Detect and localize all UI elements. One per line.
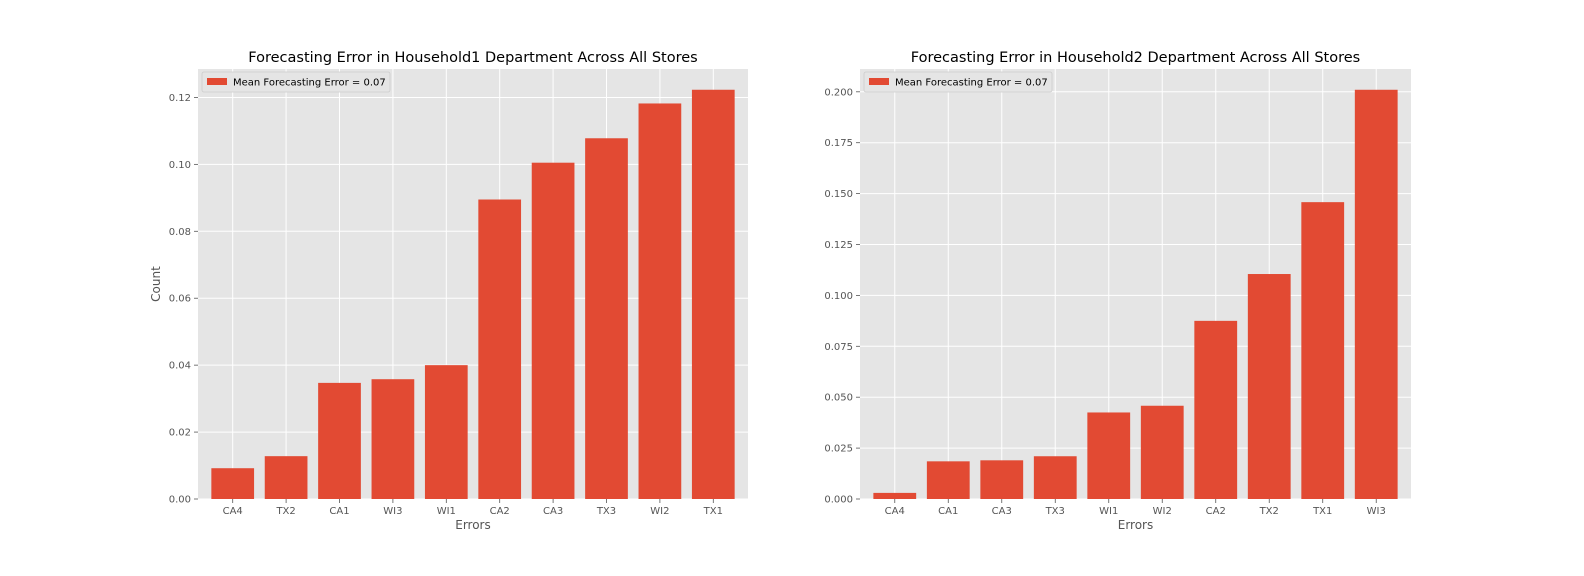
y-tick-label: 0.08 (169, 227, 191, 238)
x-tick-label: WI2 (1153, 506, 1172, 517)
y-tick-label: 0.00 (169, 495, 191, 506)
x-tick-label: WI2 (650, 506, 669, 517)
x-tick-label: CA2 (490, 506, 510, 517)
legend-box (863, 71, 1053, 93)
y-tick-label: 0.175 (824, 138, 853, 149)
y-tick-label: 0.025 (824, 444, 853, 455)
bar-ca2 (478, 199, 522, 499)
x-tick-label: CA4 (885, 506, 905, 517)
y-tick-label: 0.000 (824, 495, 853, 506)
bar-wi1 (424, 365, 468, 499)
bar-wi3 (371, 379, 415, 499)
x-tick-label: WI3 (1367, 506, 1386, 517)
bar-ca4 (873, 492, 917, 499)
y-tick-label: 0.10 (169, 160, 191, 171)
x-axis-label: Errors (455, 518, 491, 532)
y-tick-label: 0.125 (824, 240, 853, 251)
x-tick-label: TX1 (1312, 506, 1332, 517)
bar-tx2 (1247, 274, 1291, 499)
x-tick-label: TX3 (596, 506, 616, 517)
x-tick-label: TX2 (1259, 506, 1279, 517)
y-tick-label: 0.150 (824, 189, 853, 200)
bar-ca1 (926, 461, 970, 499)
legend-swatch (207, 78, 227, 85)
y-tick-label: 0.200 (824, 87, 853, 98)
y-tick-label: 0.075 (824, 342, 853, 353)
x-tick-label: WI3 (383, 506, 402, 517)
bar-ca4 (211, 468, 255, 499)
y-tick-label: 0.12 (169, 93, 191, 104)
x-tick-label: TX2 (275, 506, 295, 517)
y-tick-label: 0.06 (169, 294, 191, 305)
x-tick-label: CA4 (223, 506, 243, 517)
y-axis-label: Count (149, 266, 163, 302)
legend: Mean Forecasting Error = 0.07 (201, 71, 391, 93)
bar-tx3 (585, 138, 628, 499)
x-tick-label: CA2 (1206, 506, 1226, 517)
legend-label: Mean Forecasting Error = 0.07 (233, 78, 386, 89)
chart-2: 0.000 0.025 0.050 0.075 0.100 0.125 0.150 0.175… (824, 50, 1411, 532)
x-tick-label: TX1 (703, 506, 723, 517)
chart-title: Forecasting Error in Household1 Departme… (248, 50, 697, 66)
y-tick-label: 0.04 (169, 361, 191, 372)
bar-ca1 (318, 382, 361, 499)
legend-label: Mean Forecasting Error = 0.07 (895, 78, 1048, 89)
x-tick-label: CA3 (992, 506, 1012, 517)
legend-swatch (869, 78, 889, 85)
bar-tx1 (691, 89, 735, 500)
chart-1: 0.00 0.02 0.04 0.06 0.08 0.10 0.12 CA4 TX2 CA1 WI3… (149, 50, 748, 532)
chart-title: Forecasting Error in Household2 Departme… (911, 50, 1360, 66)
bar-wi2 (1140, 405, 1184, 499)
y-tick-label: 0.100 (824, 291, 853, 302)
x-tick-label: WI1 (437, 506, 456, 517)
y-tick-label: 0.050 (824, 393, 853, 404)
x-tick-label: CA3 (543, 506, 563, 517)
legend-box (201, 71, 391, 93)
bar-tx2 (264, 456, 308, 499)
bar-ca3 (531, 162, 575, 499)
x-tick-label: CA1 (938, 506, 958, 517)
y-tick-label: 0.02 (169, 428, 191, 439)
bar-wi2 (638, 103, 682, 500)
x-tick-label: TX3 (1045, 506, 1065, 517)
bar-wi3 (1354, 89, 1398, 500)
x-axis-label: Errors (1118, 518, 1154, 532)
x-tick-label: CA1 (329, 506, 349, 517)
bar-tx1 (1301, 202, 1345, 499)
legend: Mean Forecasting Error = 0.07 (863, 71, 1053, 93)
bar-wi1 (1087, 412, 1131, 499)
bar-ca3 (980, 460, 1024, 499)
bar-tx3 (1033, 456, 1077, 499)
bar-ca2 (1194, 320, 1238, 499)
x-tick-label: WI1 (1099, 506, 1118, 517)
